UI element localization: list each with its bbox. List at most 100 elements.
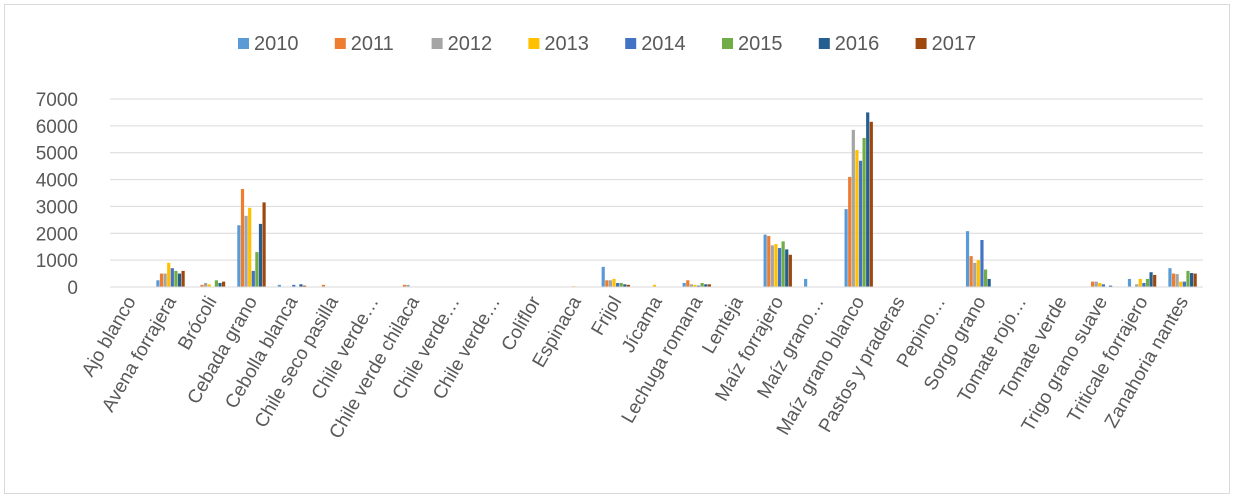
bar-2013 bbox=[248, 207, 252, 287]
bar-2016 bbox=[785, 249, 789, 287]
bar-2014 bbox=[858, 160, 863, 287]
legend-label: 2011 bbox=[351, 33, 394, 55]
bar-2013 bbox=[976, 260, 980, 287]
bar-2013 bbox=[774, 244, 778, 287]
bar-2016 bbox=[1189, 273, 1194, 287]
bar-2014 bbox=[696, 285, 701, 287]
y-tick-label: 0 bbox=[67, 278, 78, 299]
y-tick-label: 3000 bbox=[36, 197, 78, 218]
bar-2011 bbox=[1091, 281, 1095, 287]
bar-2017 bbox=[1153, 274, 1157, 287]
bar-2013 bbox=[855, 150, 859, 287]
bar-2017 bbox=[626, 284, 631, 287]
bar-2017 bbox=[788, 254, 792, 287]
legend-item-2010: 2010 bbox=[238, 33, 299, 55]
legend-item-2017: 2017 bbox=[915, 33, 976, 55]
legend-item-2015: 2015 bbox=[722, 33, 783, 55]
bar-2012 bbox=[1135, 284, 1139, 287]
bar-2015 bbox=[700, 282, 704, 287]
bar-2010 bbox=[277, 284, 281, 287]
x-tick-label: Lechuga romana bbox=[618, 293, 708, 427]
legend: 2010 2011 2012 2013 2014 2015 2016 2017 bbox=[238, 33, 976, 55]
bar-2015 bbox=[1186, 270, 1190, 287]
bar-2014 bbox=[616, 282, 620, 287]
bar-2010 bbox=[237, 225, 241, 287]
legend-swatch bbox=[431, 38, 443, 49]
legend-item-2014: 2014 bbox=[625, 33, 686, 55]
bar-2014 bbox=[251, 270, 255, 287]
bar-2013 bbox=[652, 284, 657, 287]
gridlines bbox=[110, 98, 1203, 288]
bar-2015 bbox=[983, 269, 988, 287]
bar-2010 bbox=[965, 231, 970, 287]
bar-2013 bbox=[1098, 282, 1102, 287]
bar-2015 bbox=[1145, 278, 1150, 287]
bar-2011 bbox=[848, 176, 852, 287]
bar-2017 bbox=[181, 270, 185, 287]
y-tick-label: 1000 bbox=[36, 251, 78, 272]
bar-2017 bbox=[869, 121, 873, 287]
bar-2010 bbox=[601, 266, 605, 287]
bar-2015 bbox=[214, 280, 218, 287]
bar-2015 bbox=[781, 241, 785, 287]
legend-swatch bbox=[334, 38, 346, 49]
legend-label: 2014 bbox=[641, 33, 686, 55]
y-axis: 0 1000 2000 3000 4000 5000 6000 7000 bbox=[36, 90, 78, 299]
bar-2016 bbox=[218, 282, 222, 287]
bar-2012 bbox=[973, 262, 977, 287]
bar-2016 bbox=[866, 112, 870, 288]
bar-2010 bbox=[156, 280, 160, 287]
legend-swatch bbox=[528, 38, 540, 49]
bar-2011 bbox=[605, 280, 609, 287]
legend-label: 2016 bbox=[835, 33, 880, 55]
x-tick-label: Frijol bbox=[588, 293, 627, 339]
bar-2017 bbox=[222, 281, 226, 287]
bar-2014 bbox=[777, 248, 782, 287]
bar-2011 bbox=[159, 273, 164, 287]
bar-2010 bbox=[804, 278, 808, 287]
bar-2017 bbox=[262, 202, 266, 287]
bar-2016 bbox=[177, 273, 182, 287]
legend-item-2016: 2016 bbox=[818, 33, 880, 55]
bar-2012 bbox=[244, 215, 248, 287]
bar-2010 bbox=[844, 209, 848, 287]
bar-2011 bbox=[402, 284, 407, 287]
bar-2017 bbox=[707, 284, 711, 287]
bar-2013 bbox=[207, 284, 211, 287]
y-tick-label: 2000 bbox=[36, 224, 78, 245]
bar-2014 bbox=[292, 284, 296, 287]
bar-2012 bbox=[689, 284, 693, 287]
bar-2010 bbox=[763, 234, 767, 287]
bar-2011 bbox=[200, 284, 204, 287]
bar-2011 bbox=[767, 235, 771, 287]
bar-2016 bbox=[704, 284, 708, 287]
bar-2017 bbox=[302, 285, 307, 287]
legend-swatch bbox=[625, 38, 637, 49]
bar-2012 bbox=[406, 284, 410, 287]
bar-2011 bbox=[1171, 273, 1176, 287]
bar-2016 bbox=[299, 284, 303, 287]
legend-label: 2013 bbox=[544, 33, 589, 55]
bar-2010 bbox=[682, 282, 686, 287]
legend-swatch bbox=[238, 38, 249, 49]
bar-2011 bbox=[321, 284, 326, 287]
bar-2016 bbox=[1149, 272, 1153, 287]
bar-2011 bbox=[240, 188, 245, 287]
bar-2013 bbox=[1138, 278, 1142, 287]
legend-swatch bbox=[722, 38, 733, 49]
y-tick-label: 6000 bbox=[36, 117, 78, 138]
bar-2012 bbox=[608, 280, 613, 287]
bar-2016 bbox=[987, 278, 991, 287]
bar-2013 bbox=[1179, 281, 1183, 287]
bar-2013 bbox=[167, 262, 171, 287]
bar-2011 bbox=[686, 280, 690, 287]
bar-2016 bbox=[1109, 285, 1113, 287]
legend-item-2011: 2011 bbox=[334, 33, 394, 55]
bar-2013 bbox=[693, 284, 697, 287]
y-tick-label: 7000 bbox=[36, 90, 78, 111]
bar-2017 bbox=[1193, 273, 1197, 287]
legend-swatch bbox=[818, 38, 830, 49]
legend-label: 2010 bbox=[254, 33, 299, 55]
